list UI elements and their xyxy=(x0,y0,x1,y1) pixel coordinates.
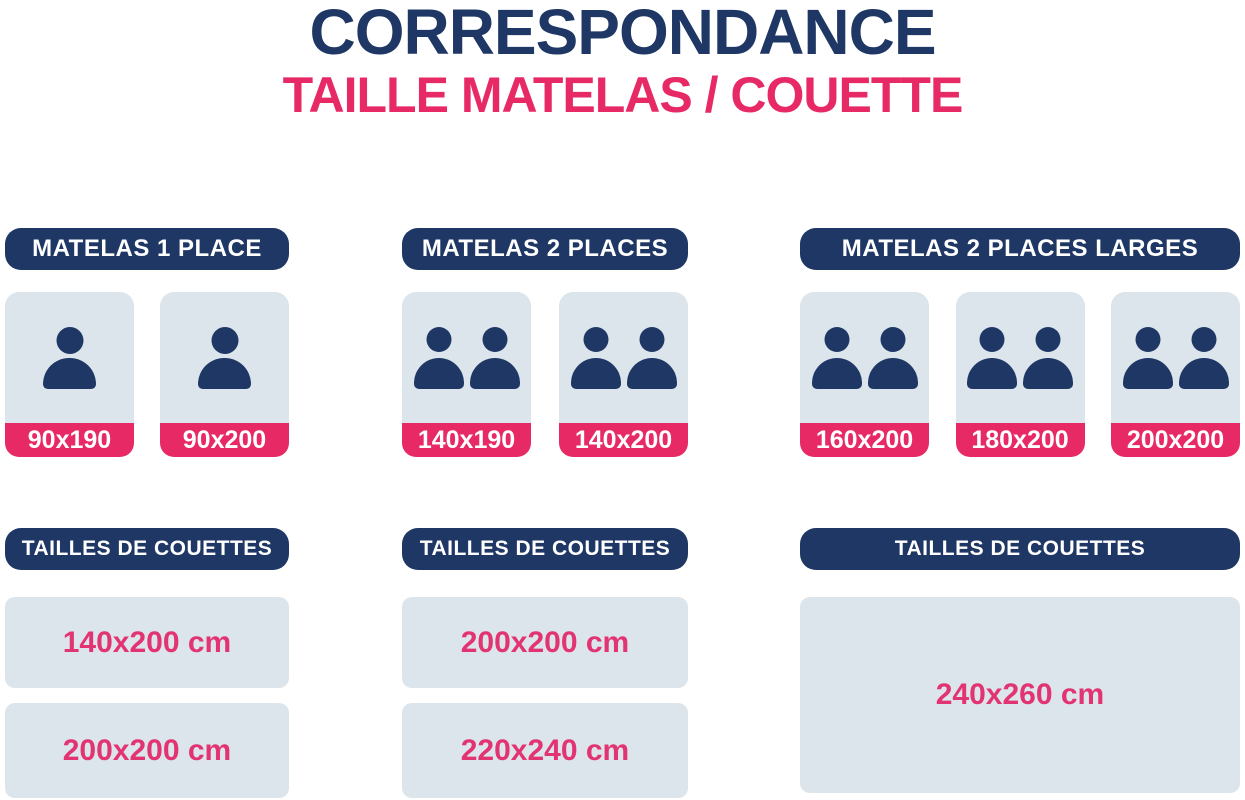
mattress-size-label: 140x190 xyxy=(402,423,531,457)
person-body xyxy=(867,357,918,389)
person-head xyxy=(1191,326,1216,352)
mattress-cards-row: 140x190 140x200 xyxy=(402,292,688,457)
person-icon xyxy=(867,326,918,389)
page-subtitle: TAILLE MATELAS / COUETTE xyxy=(282,67,964,123)
person-icon xyxy=(43,326,96,389)
person-icon xyxy=(626,326,677,389)
mattress-card: 200x200 xyxy=(1111,292,1240,457)
duvet-header-pill: TAILLES DE COUETTES xyxy=(5,528,289,570)
mattress-illustration xyxy=(955,292,1085,423)
person-head xyxy=(639,326,664,352)
duvet-size-label: 220x240 cm xyxy=(460,733,630,767)
duvet-size-label: 200x200 cm xyxy=(460,625,630,659)
mattress-illustration xyxy=(402,292,531,423)
person-body xyxy=(1178,357,1229,389)
person-body xyxy=(198,357,251,389)
mattress-card: 90x190 xyxy=(5,292,134,457)
person-head xyxy=(211,326,238,354)
mattress-card: 140x200 xyxy=(559,292,688,457)
person-head xyxy=(1035,326,1061,352)
duvet-size-box: 220x240 cm xyxy=(402,703,688,798)
mattress-header-label: MATELAS 1 PLACE xyxy=(32,235,262,262)
person-body xyxy=(413,357,464,389)
person-icon xyxy=(413,326,464,389)
mattress-column: MATELAS 1 PLACE 90x190 90x200 TAILLES DE… xyxy=(5,228,289,798)
mattress-card: 160x200 xyxy=(800,292,929,457)
mattress-size-label: 180x200 xyxy=(955,423,1085,457)
mattress-illustration xyxy=(559,292,688,423)
mattress-size-label: 90x200 xyxy=(160,423,289,457)
duvet-size-label: 200x200 cm xyxy=(62,733,232,767)
duvet-size-box: 240x260 cm xyxy=(800,597,1240,793)
person-icon xyxy=(570,326,621,389)
person-body xyxy=(570,357,621,389)
person-icon xyxy=(198,326,251,389)
duvet-size-box: 140x200 cm xyxy=(5,597,289,688)
duvet-boxes: 200x200 cm 220x240 cm xyxy=(402,597,688,798)
mattress-header-label: MATELAS 2 PLACES xyxy=(421,235,669,262)
person-head xyxy=(482,326,507,352)
page-title: CORRESPONDANCE xyxy=(309,0,936,68)
duvet-size-label: 240x260 cm xyxy=(935,678,1105,711)
person-head xyxy=(583,326,608,352)
person-body xyxy=(1023,357,1073,389)
mattress-header-label: MATELAS 2 PLACES LARGES xyxy=(841,235,1199,262)
person-head xyxy=(426,326,451,352)
mattress-column: MATELAS 2 PLACES 140x190 140x200 TAILLES… xyxy=(402,228,688,798)
person-head xyxy=(880,326,905,352)
duvet-boxes: 240x260 cm xyxy=(800,597,1240,793)
duvet-size-label: 140x200 cm xyxy=(62,625,232,659)
duvet-header-label: TAILLES DE COUETTES xyxy=(894,537,1146,560)
mattress-card: 90x200 xyxy=(160,292,289,457)
mattress-illustration xyxy=(800,292,929,423)
mattress-column: MATELAS 2 PLACES LARGES 160x200 180x200 … xyxy=(800,228,1240,793)
person-head xyxy=(1135,326,1160,352)
mattress-size-label: 90x190 xyxy=(5,423,134,457)
person-icon xyxy=(811,326,862,389)
duvet-header-label: TAILLES DE COUETTES xyxy=(419,537,671,560)
mattress-size-label: 140x200 xyxy=(559,423,688,457)
mattress-illustration xyxy=(160,292,289,423)
person-body xyxy=(811,357,862,389)
person-body xyxy=(967,357,1017,389)
duvet-size-box: 200x200 cm xyxy=(5,703,289,798)
mattress-illustration xyxy=(1111,292,1240,423)
mattress-cards-row: 90x190 90x200 xyxy=(5,292,289,457)
person-head xyxy=(979,326,1005,352)
person-icon xyxy=(1178,326,1229,389)
mattress-card: 140x190 xyxy=(402,292,531,457)
duvet-header-pill: TAILLES DE COUETTES xyxy=(402,528,688,570)
person-body xyxy=(469,357,520,389)
mattress-card: 180x200 xyxy=(955,292,1085,457)
header: CORRESPONDANCE TAILLE MATELAS / COUETTE xyxy=(0,0,1245,120)
person-icon xyxy=(967,326,1017,389)
mattress-size-label: 160x200 xyxy=(800,423,929,457)
mattress-header-pill: MATELAS 1 PLACE xyxy=(5,228,289,270)
mattress-cards-row: 160x200 180x200 200x200 xyxy=(800,292,1240,457)
person-icon xyxy=(469,326,520,389)
duvet-header-label: TAILLES DE COUETTES xyxy=(21,537,273,560)
duvet-boxes: 140x200 cm 200x200 cm xyxy=(5,597,289,798)
columns-container: MATELAS 1 PLACE 90x190 90x200 TAILLES DE… xyxy=(0,228,1245,800)
mattress-illustration xyxy=(5,292,134,423)
person-body xyxy=(1122,357,1173,389)
person-icon xyxy=(1023,326,1073,389)
person-body xyxy=(626,357,677,389)
person-body xyxy=(43,357,96,389)
duvet-header-pill: TAILLES DE COUETTES xyxy=(800,528,1240,570)
mattress-header-pill: MATELAS 2 PLACES LARGES xyxy=(800,228,1240,270)
person-head xyxy=(824,326,849,352)
person-icon xyxy=(1122,326,1173,389)
duvet-size-box: 200x200 cm xyxy=(402,597,688,688)
person-head xyxy=(56,326,83,354)
mattress-header-pill: MATELAS 2 PLACES xyxy=(402,228,688,270)
mattress-size-label: 200x200 xyxy=(1111,423,1240,457)
